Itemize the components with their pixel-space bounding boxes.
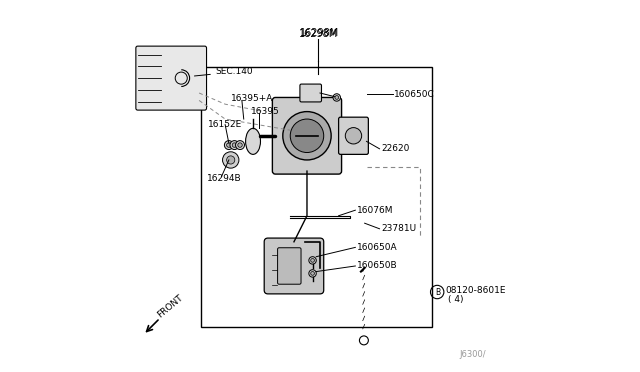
Text: 160650C: 160650C [394, 90, 435, 99]
Circle shape [310, 272, 314, 275]
FancyBboxPatch shape [264, 238, 324, 294]
Circle shape [227, 156, 235, 164]
Circle shape [283, 112, 331, 160]
FancyBboxPatch shape [300, 84, 321, 102]
Circle shape [230, 141, 239, 150]
Circle shape [225, 141, 234, 150]
Bar [201, 67, 431, 327]
Text: FRONT: FRONT [156, 294, 185, 320]
FancyBboxPatch shape [136, 46, 207, 110]
Text: J6300/: J6300/ [459, 350, 486, 359]
Circle shape [333, 94, 340, 101]
Text: ( 4): ( 4) [449, 295, 464, 304]
Text: B: B [435, 288, 440, 296]
Text: 16298M: 16298M [300, 28, 340, 38]
Circle shape [175, 72, 188, 84]
Text: 16395+A: 16395+A [231, 94, 273, 103]
Circle shape [232, 143, 237, 147]
Text: 16298M: 16298M [298, 29, 338, 39]
Circle shape [236, 141, 244, 150]
Text: SEC.140: SEC.140 [195, 67, 253, 76]
Circle shape [309, 270, 316, 277]
FancyBboxPatch shape [339, 117, 369, 154]
Circle shape [346, 128, 362, 144]
Text: 22620: 22620 [381, 144, 410, 153]
Circle shape [227, 143, 231, 147]
Circle shape [310, 259, 314, 262]
Text: 16294B: 16294B [207, 174, 241, 183]
Text: 23781U: 23781U [381, 224, 417, 233]
Text: 160650B: 160650B [357, 262, 398, 270]
Text: 16076M: 16076M [357, 206, 394, 215]
Circle shape [309, 257, 316, 264]
FancyBboxPatch shape [273, 97, 342, 174]
Text: 08120-8601E: 08120-8601E [445, 286, 506, 295]
Text: 16152E: 16152E [209, 120, 243, 129]
Circle shape [223, 152, 239, 168]
Circle shape [291, 119, 324, 153]
FancyBboxPatch shape [278, 248, 301, 284]
Ellipse shape [246, 128, 260, 154]
Circle shape [238, 143, 243, 147]
Circle shape [335, 96, 339, 99]
Text: 16395: 16395 [251, 107, 280, 116]
Text: 160650A: 160650A [357, 243, 398, 252]
